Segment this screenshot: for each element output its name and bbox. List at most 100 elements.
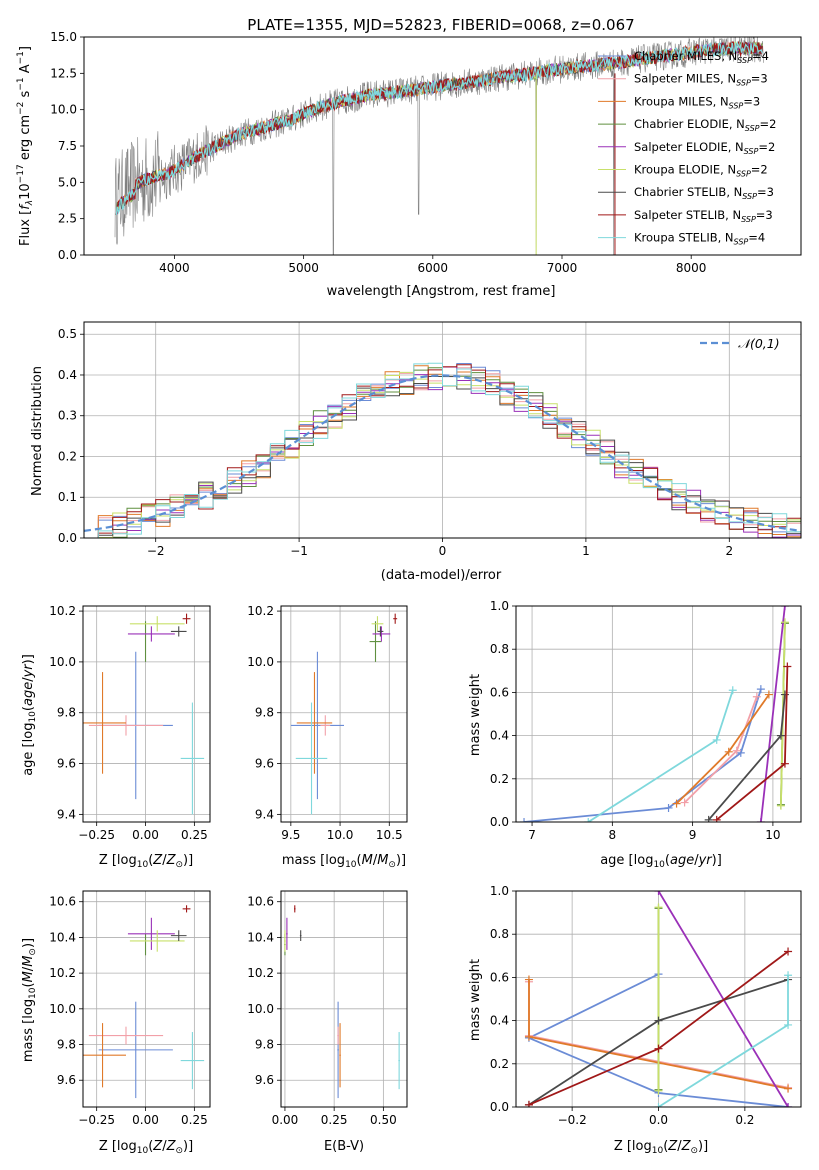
x-tick-label: 10.0	[327, 828, 354, 842]
axes-frame	[280, 605, 408, 823]
ssp-point-marker	[756, 818, 765, 822]
x-tick-label: 0.00	[132, 828, 159, 842]
y-tick-label: 0.0	[490, 1100, 509, 1114]
ssp-point-marker	[654, 1044, 663, 1053]
y-tick-label: 5.0	[58, 175, 77, 189]
ssp-point-marker	[584, 818, 593, 822]
y-tick-label: 9.8	[255, 1038, 274, 1052]
ssp-point-marker	[672, 799, 681, 808]
ebv-mass-xlabel: E(B-V)	[324, 1139, 364, 1154]
plot-area	[520, 606, 792, 822]
ssp-point-marker	[724, 747, 733, 756]
y-tick-label: 0.0	[58, 531, 77, 545]
x-tick-label: 9.5	[281, 828, 300, 842]
axes-frame	[280, 890, 408, 1108]
y-tick-label: 0.4	[490, 1014, 509, 1028]
z-mass-ylabel: mass [log10(M/M⊙)]	[21, 938, 38, 1062]
y-tick-label: 10.0	[247, 1002, 274, 1016]
mass-age-xlabel: mass [log10(M/M⊙)]	[282, 853, 406, 870]
legend-label: Kroupa ELODIE, NSSP=2	[634, 163, 768, 179]
plot-area	[84, 362, 801, 538]
y-tick-label: 0.6	[490, 970, 509, 984]
axes-frame	[83, 36, 802, 256]
ssp-point-marker	[654, 1103, 663, 1107]
legend-label: 𝒩(0,1)	[738, 336, 780, 351]
y-tick-label: 9.8	[255, 706, 274, 720]
z-age-ylabel: age [log10(age/yr)]	[21, 654, 38, 776]
z-weight-xlabel: Z [log10(Z/Z⊙)]	[614, 1139, 708, 1156]
ssp-point-marker	[752, 692, 761, 701]
ssp-weight-line	[526, 973, 789, 1107]
ssp-point-marker	[524, 1100, 533, 1107]
y-tick-label: 9.6	[255, 757, 274, 771]
residual-histogram-panel: −2 −1 0 1 2 0.0 0.1 0.2 0.3 0.4 0.5 𝒩(0,1)	[58, 321, 802, 558]
ssp-point-marker	[654, 891, 663, 895]
ssp-point-marker	[780, 606, 789, 610]
y-tick-label: 0.8	[490, 927, 509, 941]
plot-area	[284, 905, 400, 1099]
ssp-point-marker	[776, 801, 785, 810]
y-tick-label: 0.2	[58, 449, 77, 463]
mass-age-panel: 9.5 10.0 10.5 9.4 9.6 9.8 10.0 10.2	[247, 604, 408, 842]
age-weight-ylabel: mass weight	[468, 674, 483, 756]
legend-label: Salpeter MILES, NSSP=3	[634, 72, 768, 88]
x-tick-label: 10.5	[376, 828, 403, 842]
x-tick-label: 8	[609, 828, 617, 842]
y-tick-label: 10.0	[247, 655, 274, 669]
x-tick-label: 0.25	[321, 1113, 348, 1127]
y-tick-label: 9.4	[255, 807, 274, 821]
plot-area	[83, 905, 205, 1099]
z-mass-xlabel: Z [log10(Z/Z⊙)]	[99, 1139, 193, 1156]
y-tick-label: 10.0	[49, 1002, 76, 1016]
age-weight-xlabel: age [log10(age/yr)]	[600, 853, 722, 870]
y-tick-label: 7.5	[58, 139, 77, 153]
ssp-point-marker	[728, 686, 737, 695]
ssp-point-marker	[780, 690, 789, 699]
x-tick-label: 4000	[159, 261, 190, 275]
ssp-point-marker	[704, 815, 713, 822]
ssp-point-marker	[784, 1084, 793, 1093]
z-weight-ylabel: mass weight	[468, 959, 483, 1041]
age-weight-panel: 7 8 9 10 0.0 0.2 0.4 0.6 0.8 1.0	[490, 599, 802, 842]
ssp-point-marker	[654, 1016, 663, 1025]
ssp-point-marker	[784, 947, 793, 956]
x-tick-label: −0.25	[78, 828, 115, 842]
y-tick-label: 0.4	[58, 368, 77, 382]
ssp-point-marker	[524, 975, 533, 984]
plot-area	[290, 613, 398, 815]
x-tick-label: −2	[147, 544, 165, 558]
y-tick-label: 10.2	[49, 604, 76, 618]
y-tick-label: 0.2	[490, 1057, 509, 1071]
axes-frame	[82, 890, 211, 1108]
y-tick-label: 1.0	[490, 599, 509, 613]
x-tick-label: −1	[290, 544, 308, 558]
y-tick-label: 10.6	[49, 895, 76, 909]
z-mass-panel: −0.25 0.00 0.25 9.6 9.8 10.0 10.2 10.4 10.6	[49, 890, 211, 1127]
ssp-point-marker	[783, 662, 792, 671]
y-tick-label: 0.0	[58, 248, 77, 262]
ssp-weight-line	[760, 606, 786, 822]
legend-label: Chabrier ELODIE, NSSP=2	[634, 117, 776, 133]
ssp-weight-line	[658, 975, 789, 1107]
ssp-point-marker	[776, 731, 785, 740]
y-tick-label: 10.0	[50, 103, 77, 117]
y-tick-label: 10.4	[49, 930, 76, 944]
y-tick-label: 9.8	[57, 706, 76, 720]
legend-label: Kroupa STELIB, NSSP=4	[634, 231, 765, 247]
histogram-ylabel: Normed distribution	[30, 366, 45, 496]
x-tick-label: 0.25	[181, 828, 208, 842]
x-tick-label: 7000	[547, 261, 578, 275]
x-tick-label: 9	[689, 828, 697, 842]
legend-label: Salpeter ELODIE, NSSP=2	[634, 140, 775, 156]
x-tick-label: 8000	[676, 261, 707, 275]
x-tick-label: 0.00	[272, 1113, 299, 1127]
y-tick-label: 1.0	[490, 884, 509, 898]
y-tick-label: 9.6	[57, 757, 76, 771]
x-tick-label: 0.0	[649, 1113, 668, 1127]
gaussian-reference-curve	[84, 374, 801, 532]
x-tick-label: 7	[528, 828, 536, 842]
ssp-point-marker	[654, 903, 663, 912]
ssp-point-marker	[524, 1032, 533, 1041]
x-tick-label: 5000	[288, 261, 319, 275]
